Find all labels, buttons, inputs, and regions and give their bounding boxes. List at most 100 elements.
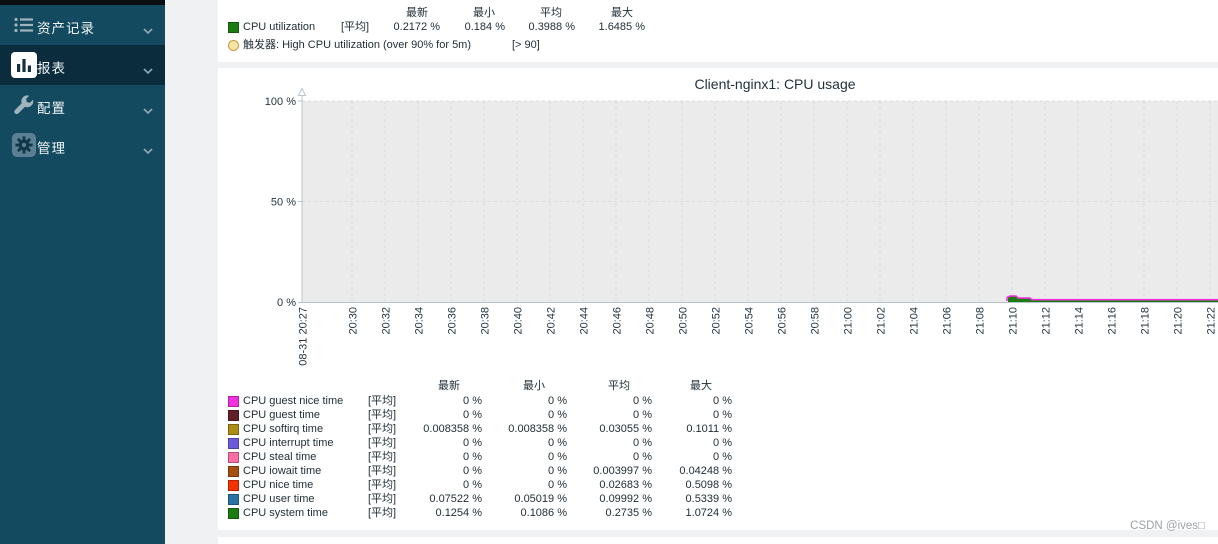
graph-legend-panel: 最新 最小 平均 最大 CPU utilization [平均] 0.2172 … (218, 0, 1218, 62)
series-stat: 0 % (548, 465, 567, 477)
col-header-max: 最大 (611, 7, 633, 19)
sidebar-item-configuration[interactable]: 配置 (0, 85, 165, 125)
series-stat: 0 % (548, 395, 567, 407)
svg-text:20:52: 20:52 (711, 307, 723, 335)
svg-text:21:22: 21:22 (1206, 307, 1218, 335)
configuration-wrench-icon (11, 92, 37, 118)
series-color-swatch (228, 452, 239, 463)
chevron-down-icon (143, 62, 153, 80)
series-stat: 0 % (548, 409, 567, 421)
series-stat: 0 % (463, 409, 482, 421)
chevron-down-icon (143, 102, 153, 120)
series-label: CPU user time (243, 493, 315, 505)
series-stat: 0.008358 % (423, 423, 482, 435)
svg-text:20:44: 20:44 (579, 307, 591, 335)
cpu-usage-graph[interactable]: 100 % 50 % 0 %08-31 20:27 20:30 20:32 20:34 20… (218, 68, 1218, 373)
y-axis-arrow-icon (297, 87, 307, 96)
col-header-avg: 平均 (540, 7, 562, 19)
svg-text:20:46: 20:46 (612, 307, 624, 335)
sidebar-item-label: 报表 (37, 61, 66, 76)
series-func: [平均] (368, 423, 397, 435)
series-stat: 0 % (713, 395, 732, 407)
series-color-swatch (228, 508, 239, 519)
next-panel-edge (218, 537, 1218, 544)
svg-text:21:14: 21:14 (1074, 307, 1086, 335)
svg-text:21:02: 21:02 (876, 307, 888, 335)
svg-text:20:32: 20:32 (381, 307, 393, 335)
series-stat: 0 % (548, 437, 567, 449)
series-stat: 0 % (548, 479, 567, 491)
series-stat: 0 % (633, 395, 652, 407)
y-axis-labels: 100 % 50 % 0 % (265, 96, 296, 309)
svg-text:21:06: 21:06 (942, 307, 954, 335)
series-label: CPU steal time (243, 451, 317, 463)
svg-text:21:08: 21:08 (975, 307, 987, 335)
svg-text:50 %: 50 % (271, 197, 296, 209)
svg-text:20:36: 20:36 (447, 307, 459, 335)
sidebar-item-label: 管理 (37, 141, 66, 156)
series-stat: 0.1011 % (686, 423, 732, 435)
series-stat: 0 % (463, 451, 482, 463)
series-stat: 0 % (463, 465, 482, 477)
col-header: 最大 (690, 380, 712, 392)
series-stat: 0.003997 % (593, 465, 652, 477)
sidebar-item-reports[interactable]: 报表 (0, 45, 165, 85)
svg-text:20:48: 20:48 (645, 307, 657, 335)
svg-text:20:40: 20:40 (513, 307, 525, 335)
sidebar-item-administration[interactable]: 管理 (0, 125, 165, 165)
series-func: [平均] (368, 493, 397, 505)
svg-text:21:10: 21:10 (1008, 307, 1020, 335)
series-color-swatch (228, 466, 239, 477)
series-color-swatch (228, 480, 239, 491)
reports-bar-chart-icon (11, 52, 37, 78)
trigger-threshold: [> 90] (512, 39, 540, 51)
series-color-swatch (228, 438, 239, 449)
chevron-down-icon (143, 22, 153, 40)
series-line-top (1006, 295, 1218, 301)
series-stat: 0 % (713, 409, 732, 421)
series-min: 0.184 % (464, 21, 505, 33)
series-stat: 0 % (633, 451, 652, 463)
chart-title: Client-nginx1: CPU usage (694, 76, 856, 92)
series-func: [平均] (368, 409, 397, 421)
series-color-swatch (228, 494, 239, 505)
chart-panel: Client-nginx1: CPU usage 100 % 50 % 0 % 08-… (218, 68, 1218, 532)
series-func: [平均] (341, 21, 370, 33)
series-label: CPU utilization (243, 21, 316, 33)
series-stat: 0 % (463, 479, 482, 491)
sidebar-item-label: 配置 (37, 101, 66, 116)
series-color-swatch (228, 22, 239, 33)
svg-text:21:18: 21:18 (1140, 307, 1152, 335)
series-stat: 0.1254 % (435, 507, 482, 519)
series-stat: 0 % (633, 409, 652, 421)
series-color-swatch (228, 410, 239, 421)
series-stat: 0.05019 % (514, 493, 567, 505)
trigger-label: 触发器: High CPU utilization (over 90% for … (243, 39, 472, 51)
col-header: 平均 (608, 380, 630, 392)
svg-text:20:54: 20:54 (744, 307, 756, 335)
series-label: CPU iowait time (243, 465, 322, 477)
axes (298, 89, 1218, 303)
series-color-swatch (228, 424, 239, 435)
svg-text:21:12: 21:12 (1041, 307, 1053, 335)
x-axis-labels: 08-31 20:27 20:30 20:32 20:34 20:36 20:38 20:4… (298, 307, 1218, 366)
series-stat: 0 % (548, 451, 567, 463)
series-func: [平均] (368, 451, 397, 463)
series-label: CPU guest nice time (243, 395, 344, 407)
svg-text:20:58: 20:58 (810, 307, 822, 335)
trigger-threshold-icon (228, 40, 239, 51)
series-color-swatch (228, 396, 239, 407)
sidebar-item-inventory[interactable]: 资产记录 (0, 5, 165, 45)
series-stat: 0.5098 % (685, 479, 732, 491)
sidebar-top-strip (0, 0, 165, 5)
sidebar: 资产记录 报表 配置 (0, 0, 165, 544)
svg-text:20:42: 20:42 (546, 307, 558, 335)
col-header: 最小 (523, 380, 545, 392)
chevron-down-icon (143, 142, 153, 160)
watermark: CSDN @ives□ (1130, 520, 1205, 532)
series-stat: 1.0724 % (685, 507, 732, 519)
svg-text:0 %: 0 % (277, 297, 296, 309)
series-func: [平均] (368, 437, 397, 449)
svg-text:20:50: 20:50 (678, 307, 690, 335)
series-label: CPU nice time (243, 479, 314, 491)
